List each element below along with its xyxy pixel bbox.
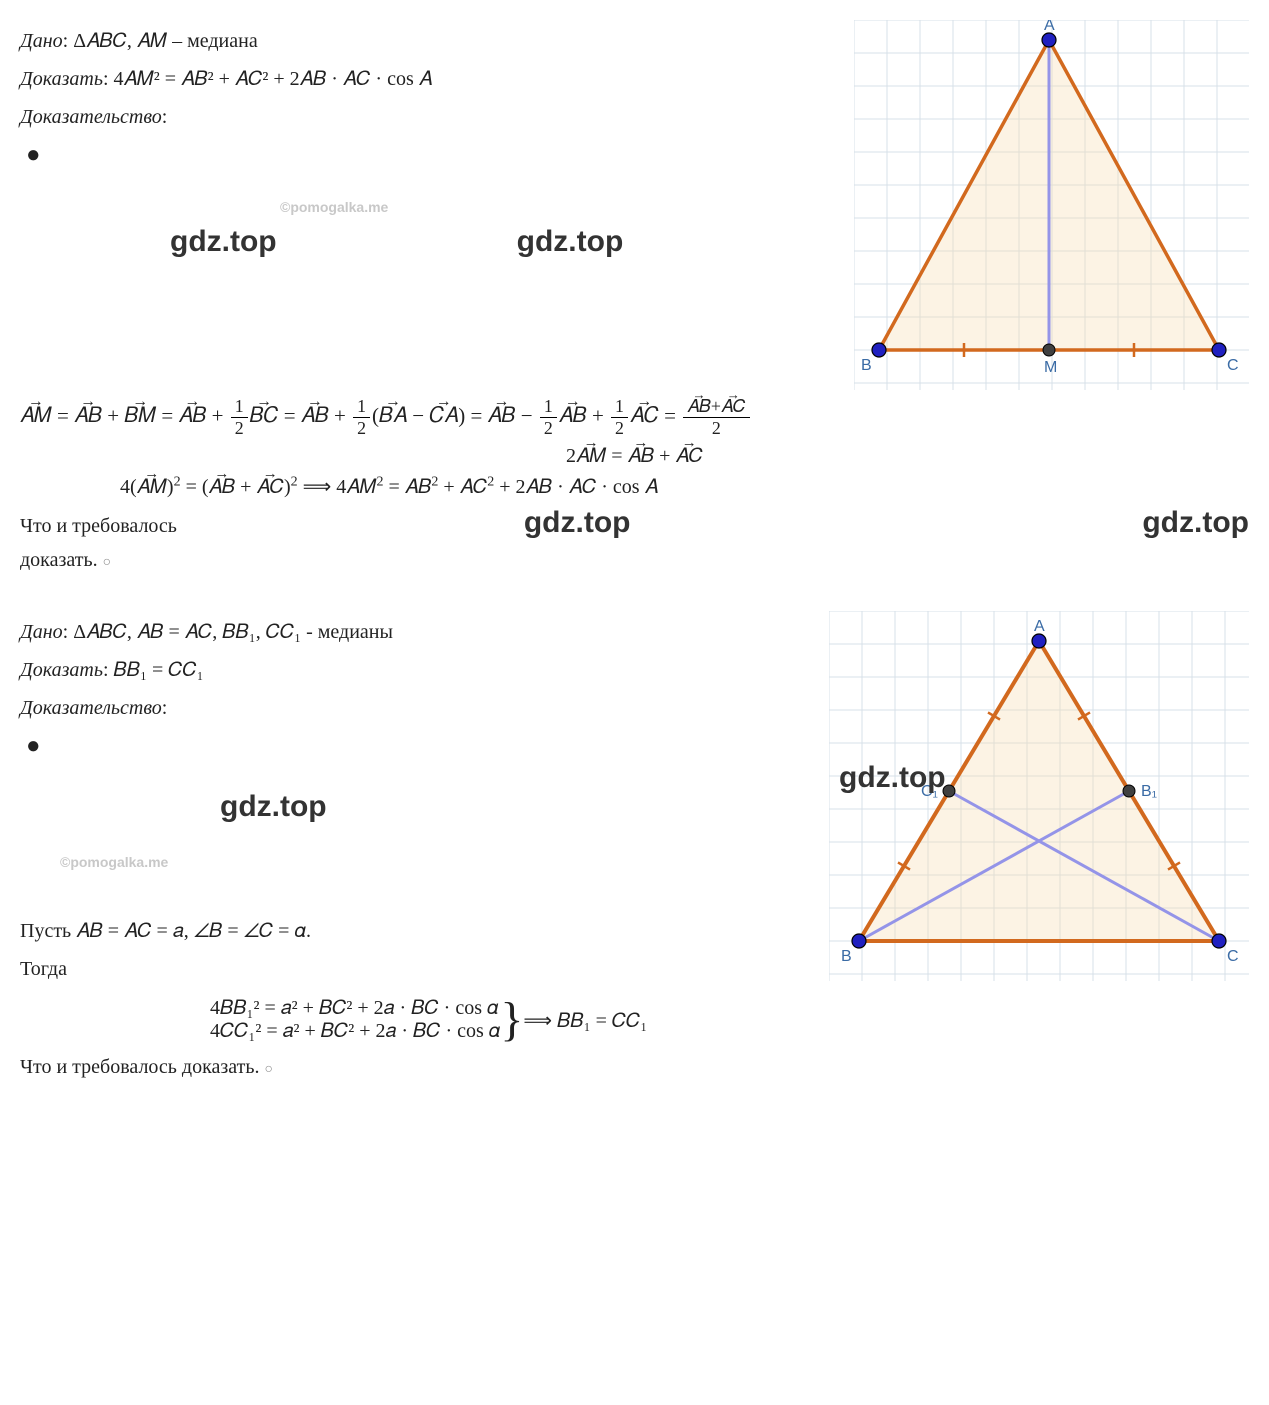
svg-text:M: M bbox=[1044, 359, 1057, 376]
given-text: : Δ𝐴𝐵𝐶, 𝐴𝑀 – медиана bbox=[63, 30, 258, 52]
watermark-gdz: gdz.top bbox=[170, 225, 277, 259]
watermark-pomogalka: ©pomogalka.me bbox=[60, 854, 829, 870]
given-label: Дано bbox=[20, 30, 63, 52]
circle-icon: ○ bbox=[103, 555, 111, 570]
watermark-gdz: gdz.top bbox=[1142, 506, 1249, 540]
svg-text:B: B bbox=[841, 948, 852, 965]
then-line: Тогда bbox=[20, 952, 829, 986]
equation-1: 𝐴𝑀 = 𝐴𝐵 + 𝐵𝑀 = 𝐴𝐵 + 12𝐵𝐶 = 𝐴𝐵 + 12(𝐵𝐴 − … bbox=[20, 396, 1249, 439]
prove-line: Доказать: 𝐵𝐵₁ = 𝐶𝐶₁ bbox=[20, 653, 829, 687]
problem-1-text: Дано: Δ𝐴𝐵𝐶, 𝐴𝑀 – медиана Доказать: 4𝐴𝑀² … bbox=[20, 20, 854, 259]
svg-text:B: B bbox=[861, 357, 872, 374]
proof-label: Доказательство bbox=[20, 697, 162, 719]
prove-text: : 𝐵𝐵₁ = 𝐶𝐶₁ bbox=[103, 659, 204, 681]
colon: : bbox=[162, 106, 168, 128]
problem-1: Дано: Δ𝐴𝐵𝐶, 𝐴𝑀 – медиана Доказать: 4𝐴𝑀² … bbox=[20, 20, 1249, 581]
num: 1 bbox=[353, 396, 370, 418]
svg-text:A: A bbox=[1034, 618, 1045, 635]
qed: Что и требовалось доказать. bbox=[20, 1056, 265, 1078]
bullet-icon: ● bbox=[26, 142, 854, 169]
qed: Что и требовалось доказать. bbox=[20, 515, 177, 571]
problem-2-row: Дано: Δ𝐴𝐵𝐶, 𝐴𝐵 = 𝐴𝐶, 𝐵𝐵₁, 𝐶𝐶₁ - медианы … bbox=[20, 611, 1249, 990]
problem-2-text: Дано: Δ𝐴𝐵𝐶, 𝐴𝐵 = 𝐴𝐶, 𝐵𝐵₁, 𝐶𝐶₁ - медианы … bbox=[20, 611, 829, 990]
qed-text: Что и требовалось доказать. ○ bbox=[20, 509, 224, 577]
problem-1-row: Дано: Δ𝐴𝐵𝐶, 𝐴𝑀 – медиана Доказать: 4𝐴𝑀² … bbox=[20, 20, 1249, 390]
watermark-row: gdz.top gdz.top bbox=[170, 225, 854, 259]
proof-label: Доказательство bbox=[20, 106, 162, 128]
prove-label: Доказать bbox=[20, 68, 103, 90]
num: 1 bbox=[611, 396, 628, 418]
sys-line-2: 4𝐶𝐶₁² = 𝑎² + 𝐵𝐶² + 2𝑎 · 𝐵𝐶 · cos 𝛼 bbox=[210, 1020, 500, 1042]
qed-row: Что и требовалось доказать. ○ gdz.top gd… bbox=[20, 505, 1249, 581]
den: 2 bbox=[231, 418, 248, 439]
watermark-gdz: gdz.top bbox=[524, 506, 631, 540]
figure-1: A B C M bbox=[854, 20, 1249, 390]
svg-text:B₁: B₁ bbox=[1141, 783, 1157, 800]
prove-line: Доказать: 4𝐴𝑀² = 𝐴𝐵² + 𝐴𝐶² + 2𝐴𝐵 · 𝐴𝐶 · … bbox=[20, 62, 854, 96]
den: 2 bbox=[353, 418, 370, 439]
implies-text: ⟹ 𝐵𝐵₁ = 𝐶𝐶₁ bbox=[523, 1008, 647, 1033]
qed-line: Что и требовалось доказать. ○ bbox=[20, 1050, 1249, 1084]
given-label: Дано bbox=[20, 621, 63, 643]
prove-text: : 4𝐴𝑀² = 𝐴𝐵² + 𝐴𝐶² + 2𝐴𝐵 · 𝐴𝐶 · cos 𝐴 bbox=[103, 68, 432, 90]
watermark-gdz: gdz.top bbox=[220, 790, 829, 824]
watermark-gdz: gdz.top bbox=[839, 761, 946, 795]
svg-text:C: C bbox=[1227, 948, 1239, 965]
brace-icon: } bbox=[500, 996, 523, 1044]
given-line: Дано: Δ𝐴𝐵𝐶, 𝐴𝐵 = 𝐴𝐶, 𝐵𝐵₁, 𝐶𝐶₁ - медианы bbox=[20, 615, 829, 649]
watermark-gdz: gdz.top bbox=[517, 225, 624, 259]
given-line: Дано: Δ𝐴𝐵𝐶, 𝐴𝑀 – медиана bbox=[20, 24, 854, 58]
svg-text:A: A bbox=[1044, 20, 1055, 34]
given-text: : Δ𝐴𝐵𝐶, 𝐴𝐵 = 𝐴𝐶, 𝐵𝐵₁, 𝐶𝐶₁ - медианы bbox=[63, 621, 393, 643]
proof-label-line: Доказательство: bbox=[20, 691, 829, 725]
proof-label-line: Доказательство: bbox=[20, 100, 854, 134]
sys-line-1: 4𝐵𝐵₁² = 𝑎² + 𝐵𝐶² + 2𝑎 · 𝐵𝐶 · cos 𝛼 bbox=[210, 997, 499, 1019]
figure-2-svg: ABCC₁B₁ bbox=[829, 611, 1249, 981]
bullet-icon: ● bbox=[26, 733, 829, 760]
num: 1 bbox=[231, 396, 248, 418]
figure-1-svg: A B C M bbox=[854, 20, 1249, 390]
num: 1 bbox=[540, 396, 557, 418]
circle-icon: ○ bbox=[265, 1062, 273, 1077]
system-equation: 4𝐵𝐵₁² = 𝑎² + 𝐵𝐶² + 2𝑎 · 𝐵𝐶 · cos 𝛼 4𝐶𝐶₁²… bbox=[20, 996, 1249, 1044]
colon: : bbox=[162, 697, 168, 719]
num: 𝐴𝐵+𝐴𝐶 bbox=[683, 396, 749, 418]
den: 2 bbox=[540, 418, 557, 439]
svg-text:C: C bbox=[1227, 357, 1239, 374]
prove-label: Доказать bbox=[20, 659, 103, 681]
watermark-pomogalka: ©pomogalka.me bbox=[280, 199, 854, 215]
figure-2: gdz.top ABCC₁B₁ bbox=[829, 611, 1249, 981]
equation-2: 2𝐴𝑀 = 𝐴𝐵 + 𝐴𝐶 bbox=[20, 445, 1249, 468]
den: 2 bbox=[611, 418, 628, 439]
let-line: Пусть 𝐴𝐵 = 𝐴𝐶 = 𝑎, ∠𝐵 = ∠𝐶 = 𝛼. bbox=[20, 914, 829, 948]
problem-2: Дано: Δ𝐴𝐵𝐶, 𝐴𝐵 = 𝐴𝐶, 𝐵𝐵₁, 𝐶𝐶₁ - медианы … bbox=[20, 611, 1249, 1084]
equation-3: 4(𝐴𝑀)2 = (𝐴𝐵 + 𝐴𝐶)2 ⟹ 4𝐴𝑀2 = 𝐴𝐵2 + 𝐴𝐶2 +… bbox=[20, 474, 1249, 499]
watermark-row: gdz.top gdz.top bbox=[524, 506, 1249, 540]
